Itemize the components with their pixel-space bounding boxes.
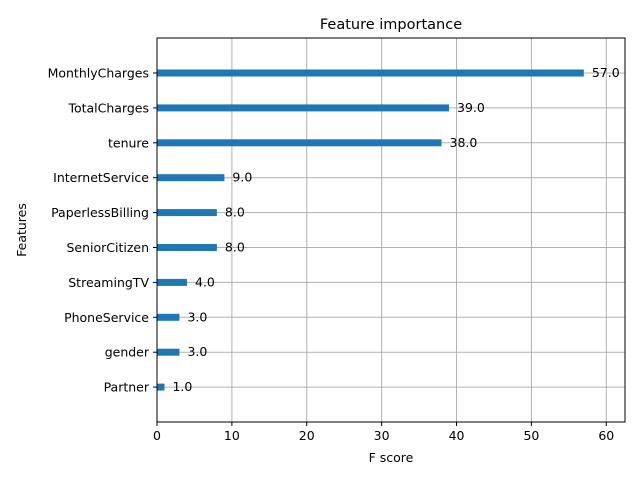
bar	[157, 348, 180, 356]
y-tick-label: InternetService	[53, 170, 149, 185]
x-tick-label: 10	[224, 428, 240, 443]
bar	[157, 383, 165, 391]
y-axis-ticks: MonthlyCharges TotalCharges tenure Internet…	[48, 66, 157, 395]
y-tick-label: Partner	[104, 380, 150, 395]
bar	[157, 209, 217, 217]
x-tick-label: 20	[299, 428, 315, 443]
bar-value-label: 8.0	[225, 240, 245, 255]
y-tick-label: gender	[105, 345, 150, 360]
x-tick-label: 60	[598, 428, 614, 443]
bar-value-label: 39.0	[457, 100, 485, 115]
label-layer: 57.0 39.0 38.0 9.0 8.0 8.0 4.0 3.0 3.0 1.0	[172, 65, 619, 394]
grid-layer	[156, 38, 625, 422]
bar-value-label: 1.0	[172, 379, 192, 394]
bar-value-label: 9.0	[232, 170, 252, 185]
bar-value-label: 8.0	[225, 205, 245, 220]
bar-value-label: 4.0	[195, 274, 215, 289]
y-tick-label: SeniorCitizen	[66, 240, 149, 255]
bar-value-label: 3.0	[187, 309, 207, 324]
x-axis-label: F score	[369, 450, 414, 465]
y-tick-label: PaperlessBilling	[51, 205, 149, 220]
x-tick-label: 40	[449, 428, 465, 443]
y-tick-label: MonthlyCharges	[48, 66, 149, 81]
bar	[157, 104, 450, 112]
bar	[157, 69, 584, 77]
bar	[157, 313, 180, 321]
y-tick-label: TotalCharges	[67, 100, 149, 115]
bar	[157, 174, 225, 182]
chart-title: Feature importance	[320, 17, 462, 33]
x-tick-label: 30	[374, 428, 390, 443]
bar	[157, 244, 217, 251]
bar-value-label: 38.0	[450, 135, 478, 150]
y-tick-label: StreamingTV	[68, 275, 149, 290]
x-tick-label: 50	[523, 428, 539, 443]
bar-value-label: 57.0	[592, 65, 620, 80]
x-tick-label: 0	[153, 428, 161, 443]
bar-layer	[157, 69, 584, 391]
bar	[157, 139, 442, 147]
y-axis-label: Features	[14, 203, 29, 257]
bar	[157, 278, 187, 286]
y-tick-label: tenure	[108, 135, 149, 150]
plot-frame	[156, 37, 626, 423]
x-axis-ticks: 0 10 20 30 40 50 60	[153, 422, 614, 443]
bar-value-label: 3.0	[187, 344, 207, 359]
y-tick-label: PhoneService	[64, 310, 149, 325]
